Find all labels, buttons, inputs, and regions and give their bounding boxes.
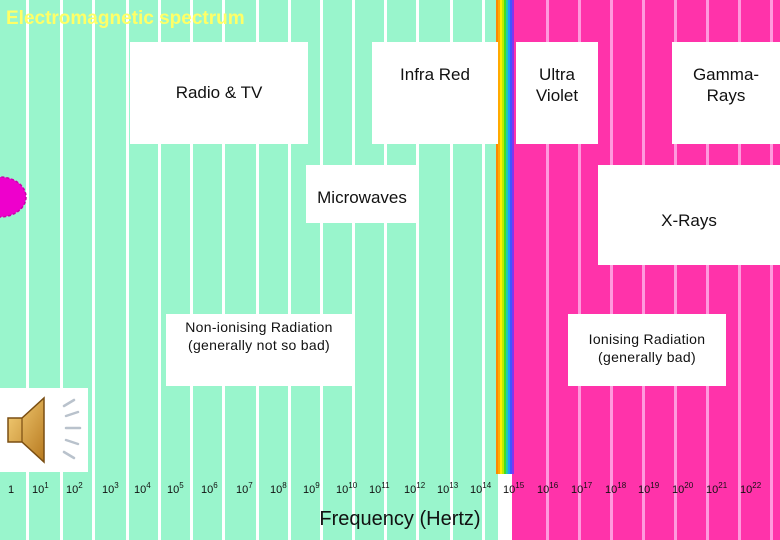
frequency-tick-label: 1012: [404, 481, 426, 497]
slide-title: Electromagnetic spectrum: [6, 8, 245, 29]
band-stripe: [60, 0, 63, 540]
frequency-tick-label: 1015: [503, 481, 525, 497]
frequency-tick-label: 104: [134, 481, 151, 497]
frequency-tick-label: 1018: [605, 481, 627, 497]
band-stripe: [770, 0, 773, 540]
frequency-tick-label: 1016: [537, 481, 559, 497]
band-stripe: [288, 0, 291, 540]
band-stripe: [482, 0, 485, 540]
visible-light-rainbow: [496, 0, 514, 474]
frequency-tick-label: 1011: [369, 481, 390, 497]
frequency-tick-label: 1021: [706, 481, 728, 497]
band-stripe: [642, 0, 645, 540]
ultra-violet-label: Ultra Violet: [516, 42, 598, 144]
frequency-tick-label: 1014: [470, 481, 492, 497]
x-rays-text: X-Rays: [661, 211, 717, 231]
gamma-rays-text-line2: Rays: [706, 86, 746, 106]
band-stripe: [416, 0, 419, 540]
ultra-violet-text-line1: Ultra: [539, 65, 575, 84]
frequency-tick-label: 1: [8, 484, 15, 496]
speaker-sound-button[interactable]: [0, 388, 88, 472]
non-ionising-radiation-label: Non-ionising Radiation (generally not so…: [166, 314, 352, 386]
band-stripe: [190, 0, 193, 540]
radio-tv-label: Radio & TV: [130, 42, 308, 144]
band-stripe: [578, 0, 581, 540]
band-stripe: [546, 0, 549, 540]
microwaves-text: Microwaves: [317, 188, 407, 207]
non-ionising-text-line1: Non-ionising Radiation: [185, 319, 333, 335]
gamma-rays-text-line1: Gamma-: [692, 65, 760, 84]
band-stripe: [158, 0, 161, 540]
band-stripe: [26, 0, 29, 540]
frequency-tick-label: 1013: [437, 481, 459, 497]
microwaves-label: Microwaves: [306, 165, 418, 223]
band-stripe: [450, 0, 453, 540]
frequency-axis-label: Frequency (Hertz): [319, 508, 481, 530]
frequency-tick-label: 107: [236, 481, 253, 497]
magenta-blob-shape: [0, 176, 27, 218]
band-stripe: [384, 0, 387, 540]
frequency-tick-label: 108: [270, 481, 287, 497]
ionising-radiation-label: Ionising Radiation (generally bad): [568, 314, 726, 386]
ionising-text-line2: (generally bad): [598, 348, 696, 365]
frequency-tick-label: 103: [102, 481, 119, 497]
frequency-axis-ticks: 1 101 102 103 104 105 106 107 108 109 1010 1011 1012…: [0, 481, 780, 504]
band-stripe: [706, 0, 709, 540]
frequency-tick-label: 1019: [638, 481, 660, 497]
frequency-tick-label: 101: [32, 481, 49, 497]
frequency-tick-label: 102: [66, 481, 83, 497]
infra-red-label: Infra Red: [372, 42, 498, 144]
frequency-tick-label: 105: [167, 481, 184, 497]
band-stripe: [610, 0, 613, 540]
low-band-stripes: [26, 0, 485, 540]
frequency-tick-label: 1010: [336, 481, 358, 497]
band-stripe: [92, 0, 95, 540]
frequency-tick-label: 109: [303, 481, 320, 497]
high-band-stripes: [546, 0, 773, 540]
radio-tv-text: Radio & TV: [175, 83, 263, 103]
band-stripe: [738, 0, 741, 540]
band-stripe: [222, 0, 225, 540]
band-stripe: [256, 0, 259, 540]
band-stripe: [674, 0, 677, 540]
ionising-text-line1: Ionising Radiation: [588, 331, 706, 347]
band-stripe: [126, 0, 129, 540]
non-ionising-text-line2: (generally not so bad): [187, 336, 330, 353]
speaker-sound-icon: [7, 396, 82, 464]
gamma-rays-label: Gamma- Rays: [672, 42, 780, 144]
ultra-violet-text-line2: Violet: [535, 86, 579, 106]
x-rays-label: X-Rays: [598, 165, 780, 265]
infra-red-text: Infra Red: [400, 65, 470, 84]
frequency-tick-label: 1020: [672, 481, 694, 497]
frequency-tick-label: 106: [201, 481, 218, 497]
frequency-tick-label: 1017: [571, 481, 593, 497]
band-stripe: [352, 0, 355, 540]
frequency-tick-label: 1022: [740, 481, 762, 497]
band-stripe: [320, 0, 323, 540]
